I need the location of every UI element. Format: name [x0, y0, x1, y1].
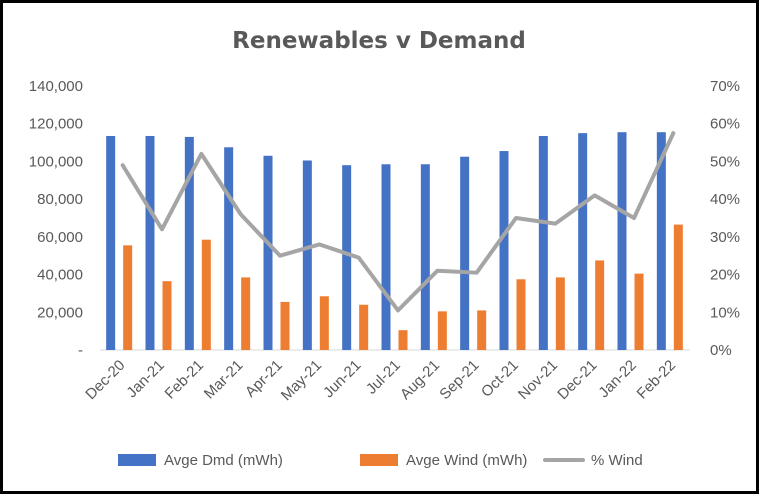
bars [106, 132, 683, 350]
x-axis-tick-label: Jan-22 [595, 357, 639, 401]
x-axis-tick-label: Feb-21 [162, 357, 208, 403]
right-axis-tick-label: 20% [710, 267, 740, 284]
demand-bar [538, 135, 548, 350]
wind-bar [477, 310, 487, 350]
wind-bar [555, 277, 565, 350]
demand-bar [617, 132, 627, 350]
wind-bar [673, 224, 683, 350]
right-axis-tick-label: 40% [710, 191, 740, 208]
x-axis-tick-label: May-21 [278, 357, 325, 404]
left-axis-tick-label: - [78, 342, 83, 359]
wind-bar [516, 279, 526, 350]
wind-bar [162, 281, 172, 350]
legend-swatch [360, 454, 398, 466]
x-axis-tick-label: Feb-22 [634, 357, 680, 403]
wind-percent-line [120, 131, 676, 313]
legend-swatch [118, 454, 156, 466]
demand-bar [460, 156, 470, 350]
x-axis-tick-label: Nov-21 [515, 357, 561, 403]
wind-bar [398, 330, 408, 350]
x-axis-tick-label: Dec-21 [554, 357, 600, 403]
demand-bar [224, 147, 234, 350]
line-series [120, 131, 676, 313]
right-axis-tick-label: 70% [710, 78, 740, 95]
wind-bar [201, 239, 211, 350]
left-axis-tick-label: 20,000 [37, 304, 83, 321]
legend-label: % Wind [591, 452, 643, 469]
x-axis-tick-label: Aug-21 [397, 357, 443, 403]
demand-bar [145, 135, 155, 350]
right-axis-tick-label: 60% [710, 116, 740, 133]
x-axis-tick-label: Jun-21 [320, 357, 364, 401]
right-axis-tick-label: 50% [710, 153, 740, 170]
wind-bar [359, 304, 369, 350]
right-axis-tick-label: 30% [710, 229, 740, 246]
wind-bar [319, 296, 329, 350]
left-axis-tick-label: 140,000 [29, 78, 83, 95]
x-axis-tick-label: Oct-21 [478, 357, 522, 401]
demand-bar [184, 136, 194, 350]
legend: Avge Dmd (mWh) Avge Wind (mWh) % Wind [118, 452, 643, 469]
left-axis-tick-label: 100,000 [29, 153, 83, 170]
demand-bar [381, 164, 391, 350]
demand-bar [420, 164, 430, 350]
demand-bar [106, 135, 116, 350]
demand-bar [302, 160, 312, 350]
wind-bar [123, 245, 133, 350]
wind-bar [241, 277, 251, 350]
demand-bar [342, 165, 352, 350]
demand-bar [656, 132, 666, 350]
x-axis-tick-label: Dec-20 [82, 357, 128, 403]
right-axis-tick-label: 10% [710, 304, 740, 321]
left-axis-tick-label: 40,000 [37, 267, 83, 284]
wind-bar [595, 260, 605, 350]
wind-bar [437, 311, 447, 350]
wind-bar [634, 273, 644, 350]
chart-title: Renewables v Demand [232, 28, 526, 54]
legend-label: Avge Dmd (mWh) [164, 452, 283, 469]
right-axis-tick-label: 0% [710, 342, 732, 359]
demand-bar [263, 155, 273, 350]
demand-bar [499, 151, 509, 350]
legend-label: Avge Wind (mWh) [406, 452, 527, 469]
x-axis-tick-label: Mar-21 [201, 357, 247, 403]
wind-bar [280, 301, 290, 350]
left-axis-tick-label: 120,000 [29, 116, 83, 133]
left-axis-tick-label: 60,000 [37, 229, 83, 246]
demand-bar [578, 133, 588, 350]
x-axis-tick-label: Sep-21 [436, 357, 482, 403]
x-axis-tick-label: Jan-21 [123, 357, 167, 401]
left-axis-tick-label: 80,000 [37, 191, 83, 208]
